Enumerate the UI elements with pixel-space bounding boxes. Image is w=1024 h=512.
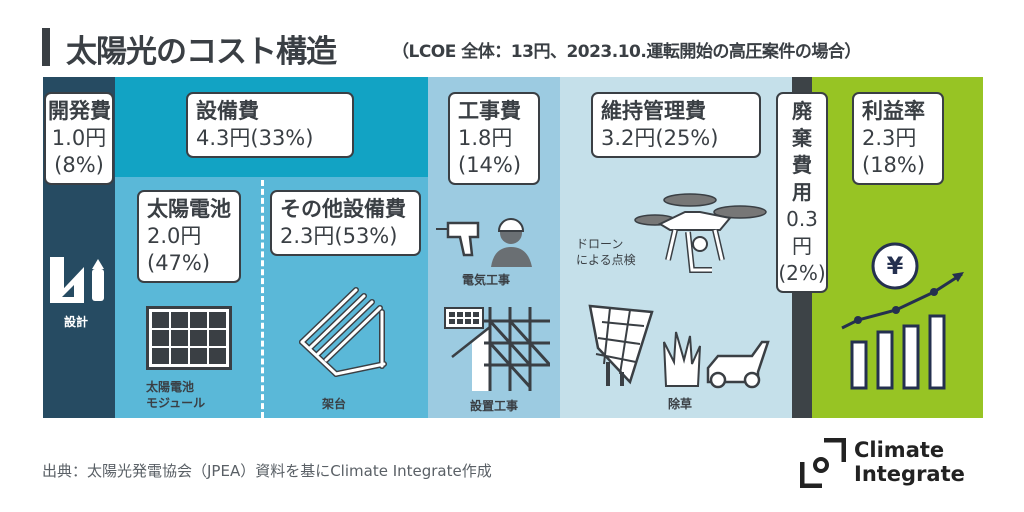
equipment-name: 設備費 [196, 99, 259, 123]
disposal-cost-box: 廃 棄 費 用 0.3 円 (2%) [776, 92, 828, 293]
installation-work-label: 設置工事 [470, 399, 519, 413]
maintenance-name: 維持管理費 [601, 99, 706, 123]
page-title: 太陽光のコスト構造 [66, 34, 337, 70]
development-cost-box: 開発費 1.0円 (8%) [44, 92, 114, 185]
profit-cost-box: 利益率 2.3円 (18%) [852, 92, 944, 185]
logo-line1: Climate [854, 438, 945, 462]
drone-label-line2: による点検 [576, 253, 636, 267]
construction-cost-box: 工事費 1.8円 (14%) [448, 92, 540, 185]
profit-share: (18%) [862, 153, 926, 177]
other-equipment-cost-box: その他設備費 2.3円(53%) [270, 190, 421, 256]
profit-name: 利益率 [862, 99, 925, 123]
construction-share: (14%) [458, 153, 522, 177]
title-accent-bar [42, 28, 50, 66]
installation-scaffold-icon [444, 307, 550, 391]
electrician-icon [436, 218, 532, 267]
solar-cells-share: (47%) [147, 251, 211, 275]
development-cost: 1.0円 [51, 126, 107, 150]
drone-inspection-label: ドローン による点検 [576, 236, 636, 268]
solar-module-label: 太陽電池 モジュール [146, 379, 205, 411]
disposal-cost-unit: 円 [792, 234, 812, 258]
maintenance-value: 3.2円(25%) [601, 126, 719, 150]
other-equipment-name: その他設備費 [280, 197, 406, 221]
equipment-cost-box: 設備費 4.3円(33%) [186, 92, 354, 158]
disposal-char: 用 [792, 180, 812, 204]
solar-cells-cost: 2.0円 [147, 224, 202, 248]
disposal-cost-number: 0.3 [786, 207, 818, 231]
disposal-char: 廃 [792, 99, 812, 123]
other-equipment-value: 2.3円(53%) [280, 224, 398, 248]
climate-integrate-logo-icon [800, 438, 846, 488]
design-tools-icon [50, 257, 104, 303]
equipment-value: 4.3円(33%) [196, 126, 314, 150]
source-note: 出典：太陽光発電協会（JPEA）資料を基にClimate Integrate作成 [42, 462, 492, 480]
logo-line2: Integrate [854, 462, 965, 486]
drone-icon [634, 193, 767, 273]
solar-module-icon [146, 306, 232, 370]
development-name: 開発費 [48, 99, 111, 123]
disposal-char: 費 [792, 153, 812, 177]
solar-cells-name: 太陽電池 [147, 197, 231, 221]
mounting-frame-label: 架台 [322, 397, 347, 411]
yen-symbol: ¥ [886, 252, 904, 280]
page-subtitle: （LCOE 全体：13円、2023.10.運転開始の高圧案件の場合） [392, 42, 861, 62]
construction-cost: 1.8円 [458, 126, 513, 150]
equipment-divider [261, 180, 264, 418]
development-share: (8%) [54, 153, 104, 177]
solar-cells-cost-box: 太陽電池 2.0円 (47%) [137, 190, 241, 283]
disposal-share: (2%) [778, 261, 826, 285]
weeding-label: 除草 [668, 397, 693, 411]
profit-cost: 2.3円 [862, 126, 917, 150]
climate-integrate-logo-text: Climate Integrate [854, 438, 965, 486]
mounting-frame-icon [299, 287, 387, 377]
design-icon-label: 設計 [64, 315, 89, 329]
weeding-icon [588, 304, 770, 389]
construction-name: 工事費 [458, 99, 521, 123]
solar-module-label-line2: モジュール [146, 396, 206, 410]
maintenance-cost-box: 維持管理費 3.2円(25%) [591, 92, 761, 158]
drone-label-line1: ドローン [576, 237, 624, 251]
electrical-work-label: 電気工事 [462, 273, 511, 287]
solar-module-label-line1: 太陽電池 [146, 380, 195, 394]
profit-growth-chart-icon [841, 242, 964, 390]
disposal-char: 棄 [792, 126, 812, 150]
